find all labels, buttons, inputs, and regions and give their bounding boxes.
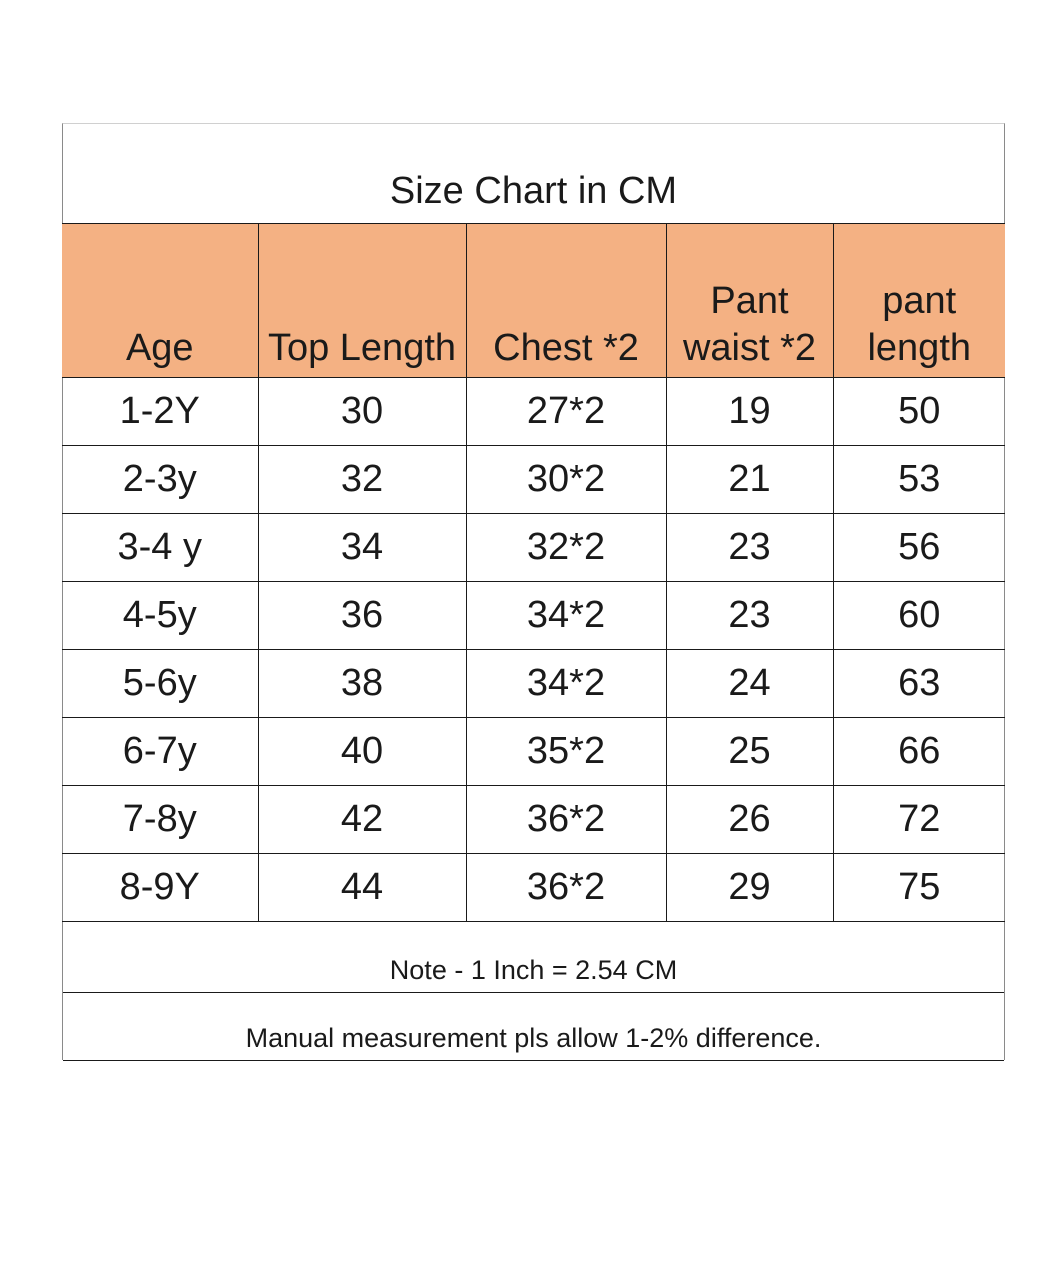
cell-chest: 36*2 [465,853,667,922]
cell-age: 8-9Y [62,853,259,922]
cell-top-length: 40 [257,717,467,786]
cell-pant-length: 56 [832,513,1005,582]
cell-top-length: 42 [257,785,467,854]
cell-pant-waist: 24 [665,649,834,718]
cell-top-length: 32 [257,445,467,514]
conversion-note: Note - 1 Inch = 2.54 CM [63,921,1004,993]
header-age: Age [62,223,259,378]
table-row: 3-4 y 34 32*2 23 56 [62,513,1005,582]
header-row: Age Top Length Chest *2 Pant waist *2 pa… [62,223,1005,378]
size-table: Age Top Length Chest *2 Pant waist *2 pa… [62,223,1005,922]
cell-pant-length: 53 [832,445,1005,514]
cell-pant-length: 60 [832,581,1005,650]
cell-pant-length: 72 [832,785,1005,854]
cell-chest: 32*2 [465,513,667,582]
header-pant-length: pant length [832,223,1005,378]
cell-top-length: 38 [257,649,467,718]
cell-chest: 27*2 [465,377,667,446]
cell-pant-waist: 21 [665,445,834,514]
cell-age: 2-3y [62,445,259,514]
header-pant-waist: Pant waist *2 [665,223,834,378]
cell-top-length: 36 [257,581,467,650]
chart-title: Size Chart in CM [389,170,678,212]
cell-pant-length: 75 [832,853,1005,922]
cell-pant-waist: 26 [665,785,834,854]
cell-age: 4-5y [62,581,259,650]
header-chest: Chest *2 [465,223,667,378]
tolerance-note: Manual measurement pls allow 1-2% differ… [63,993,1004,1061]
cell-pant-waist: 23 [665,581,834,650]
cell-top-length: 30 [257,377,467,446]
cell-chest: 36*2 [465,785,667,854]
table-row: 7-8y 42 36*2 26 72 [62,785,1005,854]
table-row: 1-2Y 30 27*2 19 50 [62,377,1005,446]
table-row: 8-9Y 44 36*2 29 75 [62,853,1005,922]
table-row: 6-7y 40 35*2 25 66 [62,717,1005,786]
cell-chest: 34*2 [465,649,667,718]
cell-pant-length: 66 [832,717,1005,786]
cell-pant-waist: 29 [665,853,834,922]
cell-pant-length: 50 [832,377,1005,446]
cell-age: 1-2Y [62,377,259,446]
cell-pant-waist: 25 [665,717,834,786]
cell-age: 6-7y [62,717,259,786]
cell-top-length: 44 [257,853,467,922]
cell-age: 7-8y [62,785,259,854]
cell-pant-waist: 19 [665,377,834,446]
cell-chest: 30*2 [465,445,667,514]
cell-pant-waist: 23 [665,513,834,582]
cell-chest: 35*2 [465,717,667,786]
cell-age: 3-4 y [62,513,259,582]
table-row: 5-6y 38 34*2 24 63 [62,649,1005,718]
header-top-length: Top Length [257,223,467,378]
size-chart-sheet: Size Chart in CM Age Top Length Chest *2… [62,123,1005,1061]
table-body: 1-2Y 30 27*2 19 50 2-3y 32 30*2 21 53 3-… [62,377,1005,922]
table-row: 4-5y 36 34*2 23 60 [62,581,1005,650]
table-row: 2-3y 32 30*2 21 53 [62,445,1005,514]
cell-pant-length: 63 [832,649,1005,718]
cell-chest: 34*2 [465,581,667,650]
cell-top-length: 34 [257,513,467,582]
cell-age: 5-6y [62,649,259,718]
